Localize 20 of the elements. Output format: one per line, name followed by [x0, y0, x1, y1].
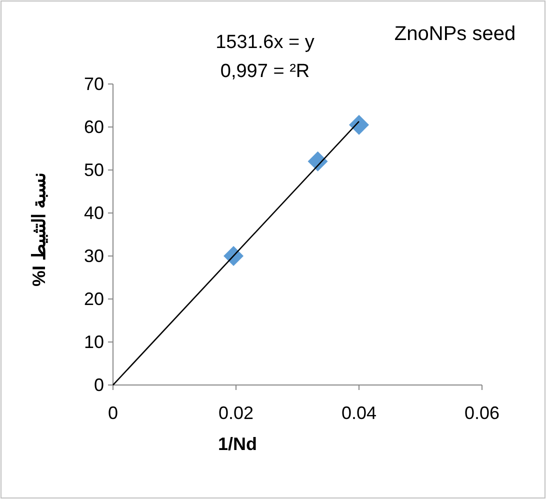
- y-tick-label: 50: [84, 160, 104, 180]
- y-tick-label: 40: [84, 203, 104, 223]
- chart-title: ZnoNPs seed: [394, 23, 516, 45]
- text: 1531.6x = y: [216, 32, 315, 53]
- x-axis-title: 1/Nd: [218, 434, 258, 454]
- point: [349, 114, 369, 135]
- y-tick-label: 0: [94, 375, 104, 395]
- text: 0,997 = ²R: [220, 61, 310, 82]
- y-tick-label: 70: [84, 74, 104, 94]
- y-axis-title: نسبة التثبيط I%: [29, 172, 49, 287]
- x-tick-label: 0: [108, 403, 118, 423]
- y-tick-label: 20: [84, 289, 104, 309]
- y-tick-label: 30: [84, 246, 104, 266]
- point: [224, 246, 244, 266]
- y-tick-label: 10: [84, 332, 104, 352]
- x-tick-label: 0.04: [341, 403, 377, 423]
- y-tick-label: 60: [84, 117, 104, 137]
- x-tick-label: 0.06: [464, 403, 500, 423]
- x-tick-label: 0.02: [218, 403, 254, 423]
- point: [308, 151, 328, 172]
